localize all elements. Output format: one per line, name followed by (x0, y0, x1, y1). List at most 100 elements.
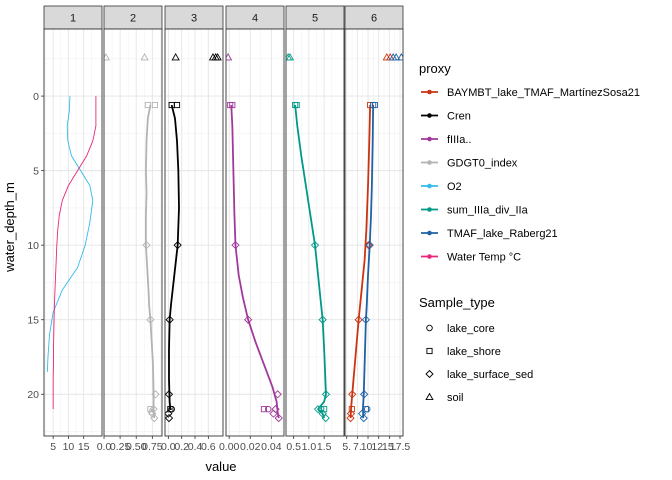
panel-background (165, 29, 223, 436)
data-point (146, 315, 155, 324)
legend-item: sum_IIIa_div_IIa (421, 205, 529, 217)
x-tick-label: 0.25 (110, 441, 131, 453)
x-tick-label: 1.0 (302, 441, 317, 453)
legend-label: lake_core (447, 323, 495, 335)
facet-strip-label: 3 (191, 13, 197, 25)
series-line (168, 104, 180, 411)
data-point (321, 390, 331, 399)
panel-border (103, 28, 163, 437)
data-point (364, 241, 373, 250)
data-point (359, 413, 368, 423)
facet-panel: 15 10 15 (43, 5, 103, 453)
panel-data (165, 53, 222, 423)
legend-label: Cren (447, 111, 471, 123)
y-axis: 0 5 10 15 20 (27, 91, 44, 401)
legend-item: fIIIa.. (421, 134, 471, 146)
legend-item: TMAF_lake_Raberg21 (421, 228, 558, 240)
y-tick-label: 15 (27, 314, 39, 326)
x-axis-title: value (205, 459, 236, 474)
panel-border (344, 28, 404, 437)
legend-item: GDGT0_index (421, 158, 518, 170)
legend-key-dot (427, 113, 432, 118)
legend-item: Water Temp °C (421, 252, 521, 264)
legend-key-dot (427, 160, 432, 165)
x-tick-label: 0.75 (142, 441, 163, 453)
facet-strip-label: 5 (312, 13, 318, 25)
data-point (365, 241, 374, 250)
legend-label: sum_IIIa_div_IIa (447, 205, 529, 217)
x-tick-label: 0.6 (201, 441, 216, 453)
legend-key-dot (427, 89, 432, 95)
legend-item: lake_core (426, 323, 495, 335)
x-tick-label: 0.4 (188, 441, 203, 453)
data-point (173, 101, 181, 109)
panel-data (104, 53, 160, 423)
facet-panels: 15 10 1520.00.250.500.7530.00.20.40.640.00… (43, 5, 411, 453)
x-tick-label: 1.5 (317, 441, 332, 453)
facet-strip-label: 1 (70, 13, 76, 25)
legend-key-shape (426, 347, 433, 355)
facet-panel: 5 0.5 1.0 1.5 (285, 5, 345, 453)
x-tick-label: 7. (353, 441, 362, 453)
data-point (348, 390, 357, 399)
legend-item: soil (425, 392, 464, 404)
panel-background (44, 29, 102, 436)
series-line (144, 104, 156, 419)
data-point (244, 315, 253, 324)
shape-legend-title: Sample_type (419, 295, 495, 310)
data-point (149, 405, 158, 414)
data-point (165, 390, 174, 399)
y-axis-title: water_depth_m (2, 182, 17, 273)
legend-key-shape (425, 369, 434, 379)
proxy-legend-title: proxy (419, 61, 451, 76)
series-line (230, 104, 280, 419)
data-point (140, 53, 149, 61)
data-point (142, 241, 151, 250)
legend-key-dot (427, 207, 432, 212)
x-tick-label: 0.0 (161, 441, 176, 453)
data-point (318, 315, 327, 324)
legend-key-dot (427, 183, 432, 189)
data-point (346, 409, 356, 418)
legend-key-shape (425, 392, 434, 401)
x-tick-label: 15. (382, 441, 397, 453)
panel-border (43, 28, 103, 437)
legend-label: Water Temp °C (447, 252, 521, 264)
legend-label: BAYMBT_lake_TMAF_MartínezSosa21 (447, 87, 640, 99)
data-point (313, 405, 323, 414)
data-point (317, 405, 325, 413)
data-point (147, 406, 154, 413)
facet-panel: 6 5. 7.10.12.15.17.5 (342, 5, 411, 453)
data-point (165, 315, 174, 324)
series-line (362, 105, 375, 419)
data-point (348, 406, 355, 413)
data-point (231, 241, 240, 250)
panel-border (164, 28, 224, 437)
facet-strip-label: 6 (371, 13, 377, 25)
x-tick-label: 0.2 (174, 441, 189, 453)
data-point (151, 101, 158, 109)
x-tick-label: 0.00 (219, 441, 240, 453)
panel-border (285, 28, 345, 437)
panel-background (286, 29, 344, 436)
facet-strip-label: 4 (252, 13, 258, 25)
data-point (354, 315, 363, 324)
legend-item: O2 (421, 181, 462, 193)
series-line (46, 96, 94, 372)
facet-strip-label: 2 (130, 13, 136, 25)
x-tick-label: 12. (371, 441, 386, 453)
panel-border (225, 28, 285, 437)
legend-label: TMAF_lake_Raberg21 (447, 228, 558, 240)
x-tick-label: 5. (342, 441, 351, 453)
x-tick-label: 0.5 (286, 441, 301, 453)
legend-item: lake_shore (426, 346, 501, 358)
panel-data (46, 96, 97, 410)
legend-label: lake_shore (447, 346, 501, 358)
legend-item: BAYMBT_lake_TMAF_MartínezSosa21 (421, 87, 640, 99)
x-tick-label: 17.5 (390, 441, 411, 453)
legend-key-dot (427, 254, 432, 259)
x-tick-label: 0.0 (97, 441, 112, 453)
y-tick-label: 5 (33, 165, 39, 177)
y-tick-label: 20 (27, 389, 39, 401)
series-line (52, 96, 97, 410)
